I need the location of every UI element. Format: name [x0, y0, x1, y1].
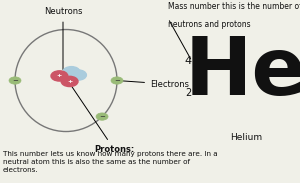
Circle shape: [61, 76, 78, 87]
Circle shape: [111, 77, 123, 84]
Text: −: −: [12, 78, 18, 83]
Text: Mass number this is the number of: Mass number this is the number of: [168, 2, 300, 11]
Text: He: He: [185, 34, 300, 112]
Text: −: −: [114, 78, 120, 83]
Text: Protons:: Protons:: [70, 85, 134, 154]
Circle shape: [63, 67, 80, 77]
Text: This number lets us know how many protons there are. In a
neutral atom this is a: This number lets us know how many proton…: [3, 151, 218, 173]
Text: −: −: [99, 114, 105, 119]
Circle shape: [9, 77, 21, 84]
Text: Electrons: Electrons: [120, 80, 189, 89]
Text: Neutrons: Neutrons: [44, 8, 82, 70]
Circle shape: [51, 71, 68, 81]
Text: 4: 4: [185, 56, 192, 66]
Text: +: +: [57, 73, 62, 79]
Circle shape: [96, 113, 108, 120]
Text: 2: 2: [185, 88, 191, 98]
Circle shape: [70, 70, 86, 80]
Text: neutrons and protons: neutrons and protons: [168, 20, 250, 29]
Text: +: +: [67, 79, 72, 84]
Text: Helium: Helium: [230, 133, 262, 142]
